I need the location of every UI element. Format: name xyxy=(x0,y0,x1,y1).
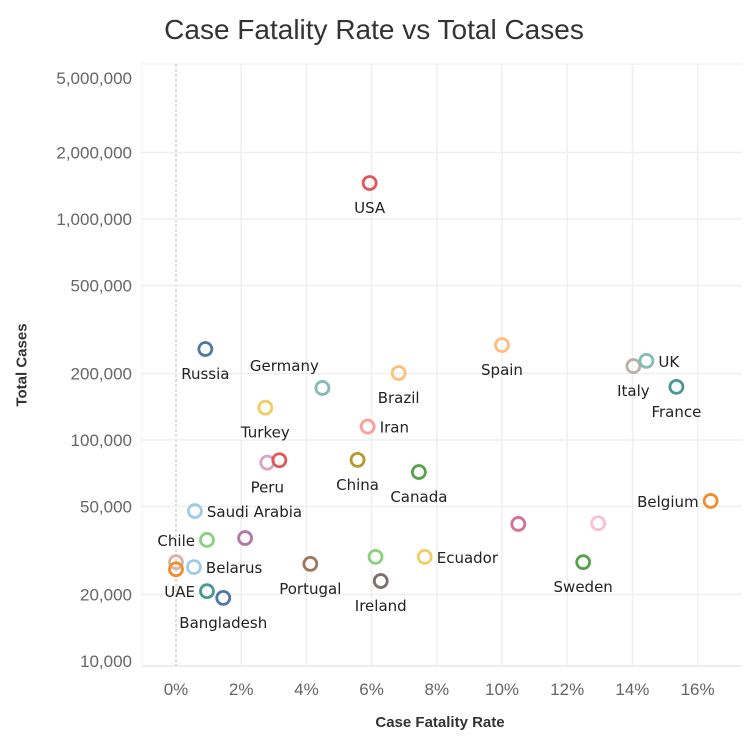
data-point-italy[interactable] xyxy=(625,358,642,374)
x-tick-label: 14% xyxy=(615,680,649,699)
data-point-canada[interactable] xyxy=(410,464,427,480)
point-label: UK xyxy=(658,353,680,371)
point-label: France xyxy=(651,403,701,421)
data-point[interactable] xyxy=(237,530,254,546)
data-point-france[interactable] xyxy=(668,378,685,395)
x-tick-label: 2% xyxy=(229,680,254,699)
point-label: Sweden xyxy=(554,578,613,596)
point-label: Germany xyxy=(250,357,319,375)
x-tick-label: 0% xyxy=(164,680,189,699)
data-point-turkey[interactable] xyxy=(257,399,274,416)
point-label: Iran xyxy=(380,419,409,437)
point-label: USA xyxy=(354,199,386,217)
data-point[interactable] xyxy=(367,548,384,565)
x-tick-label: 16% xyxy=(681,680,715,699)
point-label: Saudi Arabia xyxy=(207,503,302,521)
data-point-usa[interactable] xyxy=(361,175,378,191)
x-tick-label: 6% xyxy=(359,680,384,699)
point-label: UAE xyxy=(164,583,195,601)
data-point[interactable] xyxy=(510,516,527,532)
y-tick-label: 2,000,000 xyxy=(56,143,132,162)
y-tick-label: 100,000 xyxy=(71,431,132,450)
point-label: Belarus xyxy=(206,559,263,577)
data-point[interactable] xyxy=(168,561,184,578)
point-label: Russia xyxy=(181,365,229,383)
data-point-china[interactable] xyxy=(349,451,366,468)
x-axis-label: Case Fatality Rate xyxy=(375,714,505,731)
point-label: Turkey xyxy=(240,424,290,442)
data-point-chile[interactable] xyxy=(199,532,215,548)
y-tick-label: 10,000 xyxy=(80,652,132,671)
y-tick-label: 5,000,000 xyxy=(56,69,132,88)
gridlines xyxy=(141,63,742,667)
point-label: Chile xyxy=(157,532,195,550)
chart-title: Case Fatality Rate vs Total Cases xyxy=(164,14,584,45)
data-point-belgium[interactable] xyxy=(702,493,719,509)
point-label: Brazil xyxy=(378,389,420,407)
data-point-uae[interactable] xyxy=(199,583,215,600)
data-point-germany[interactable] xyxy=(314,380,331,396)
data-point[interactable] xyxy=(271,452,288,469)
point-label: Canada xyxy=(390,488,447,506)
data-point-russia[interactable] xyxy=(197,341,214,357)
y-tick-label: 20,000 xyxy=(80,585,132,604)
data-point-ecuador[interactable] xyxy=(416,548,433,565)
point-label: Ecuador xyxy=(437,549,499,567)
x-tick-label: 8% xyxy=(425,680,450,699)
data-point-brazil[interactable] xyxy=(390,365,407,381)
y-tick-label: 200,000 xyxy=(71,364,132,383)
point-label: Belgium xyxy=(637,493,699,511)
point-label: Bangladesh xyxy=(179,614,267,632)
data-point-ireland[interactable] xyxy=(372,573,389,589)
x-tick-label: 10% xyxy=(485,680,519,699)
x-tick-label: 4% xyxy=(294,680,319,699)
point-label: China xyxy=(336,476,379,494)
y-tick-label: 1,000,000 xyxy=(56,210,132,229)
data-point-portugal[interactable] xyxy=(302,556,319,572)
y-tick-label: 500,000 xyxy=(71,277,132,296)
point-label: Ireland xyxy=(355,597,407,615)
point-label: Peru xyxy=(251,479,284,497)
data-point-iran[interactable] xyxy=(359,418,376,435)
data-point-belarus[interactable] xyxy=(186,559,202,576)
data-point-bangladesh[interactable] xyxy=(215,589,232,606)
data-point[interactable] xyxy=(590,515,607,532)
x-tick-label: 12% xyxy=(550,680,584,699)
data-point-sweden[interactable] xyxy=(575,554,592,571)
data-point-saudi-arabia[interactable] xyxy=(187,503,203,519)
data-points xyxy=(168,175,719,606)
data-point[interactable] xyxy=(168,554,184,571)
point-labels: USA Russia Germany Brazil Spain Italy UK France… xyxy=(157,199,701,632)
point-label: Portugal xyxy=(279,580,341,598)
point-label: Spain xyxy=(481,361,523,379)
data-point-uk[interactable] xyxy=(638,352,655,369)
point-label: Italy xyxy=(617,382,650,400)
axis-ticks: 0% 2% 4% 6% 8% 10% 12% 14% 16% 10,000 20,000 50,000… xyxy=(56,69,714,699)
y-tick-label: 50,000 xyxy=(80,498,132,517)
data-point-spain[interactable] xyxy=(494,337,510,353)
